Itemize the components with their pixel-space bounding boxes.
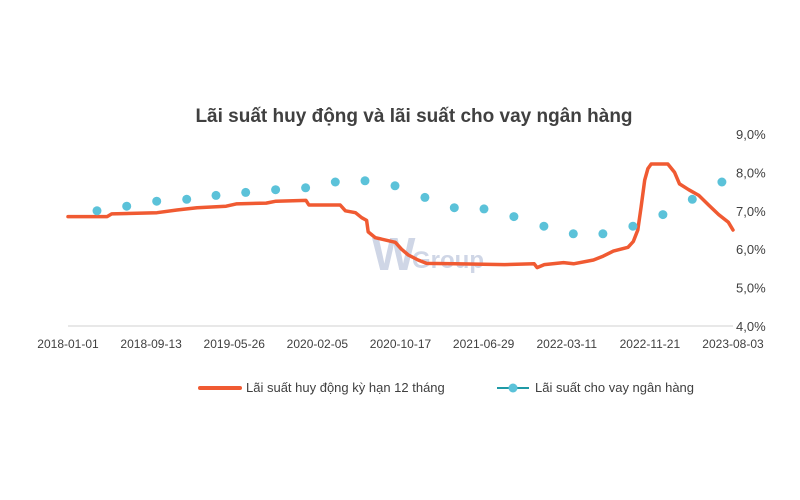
y-tick-label: 8,0% bbox=[736, 165, 766, 180]
series-line-deposit-rate bbox=[66, 162, 735, 270]
lending-rate-point bbox=[717, 177, 727, 187]
lending-rate-point bbox=[122, 201, 132, 211]
x-tick-label: 2019-05-26 bbox=[204, 337, 266, 351]
x-tick-label: 2018-01-01 bbox=[37, 337, 99, 351]
x-axis: 2018-01-01 2018-09-13 2019-05-26 2020-02-05… bbox=[37, 325, 764, 351]
lending-rate-point bbox=[152, 196, 162, 206]
y-tick-label: 6,0% bbox=[736, 242, 766, 257]
lending-rate-point bbox=[687, 194, 697, 204]
y-tick-label: 9,0% bbox=[736, 127, 766, 142]
x-tick-label: 2020-02-05 bbox=[287, 337, 349, 351]
legend-label-deposit: Lãi suất huy động kỳ hạn 12 tháng bbox=[246, 380, 445, 395]
lending-rate-point bbox=[628, 221, 638, 231]
lending-rate-point bbox=[92, 206, 102, 216]
x-tick-label: 2023-08-03 bbox=[702, 337, 764, 351]
legend-swatch-lending-dot bbox=[508, 383, 518, 393]
lending-rate-point bbox=[509, 212, 519, 222]
lending-rate-point bbox=[390, 181, 400, 191]
lending-rate-point bbox=[271, 185, 281, 195]
lending-rate-point bbox=[330, 177, 340, 187]
lending-rate-point bbox=[479, 204, 489, 214]
lending-rate-point bbox=[568, 229, 578, 239]
y-tick-label: 5,0% bbox=[736, 281, 766, 296]
lending-rate-point bbox=[420, 192, 430, 202]
y-tick-label: 4,0% bbox=[736, 319, 766, 334]
series-layer bbox=[66, 162, 735, 270]
lending-rate-point bbox=[539, 221, 549, 231]
legend: Lãi suất huy động kỳ hạn 12 tháng Lãi su… bbox=[198, 380, 694, 395]
lending-rate-point bbox=[241, 187, 251, 197]
lending-rate-point bbox=[301, 183, 311, 193]
lending-rate-point bbox=[182, 194, 192, 204]
y-tick-label: 7,0% bbox=[736, 204, 766, 219]
x-tick-label: 2020-10-17 bbox=[370, 337, 432, 351]
x-tick-label: 2022-11-21 bbox=[620, 337, 681, 351]
lending-rate-point bbox=[598, 229, 608, 239]
chart-title: Lãi suất huy động và lãi suất cho vay ng… bbox=[195, 106, 632, 127]
lending-rate-point bbox=[449, 203, 459, 213]
x-tick-label: 2021-06-29 bbox=[453, 337, 515, 351]
lending-rate-point bbox=[360, 176, 370, 186]
x-tick-label: 2022-03-11 bbox=[537, 337, 598, 351]
lending-rate-point bbox=[211, 190, 221, 200]
y-axis: 4,0% 5,0% 6,0% 7,0% 8,0% 9,0% bbox=[736, 127, 766, 334]
x-tick-label: 2018-09-13 bbox=[120, 337, 182, 351]
legend-label-lending: Lãi suất cho vay ngân hàng bbox=[535, 380, 694, 395]
lending-rate-point bbox=[658, 210, 668, 220]
